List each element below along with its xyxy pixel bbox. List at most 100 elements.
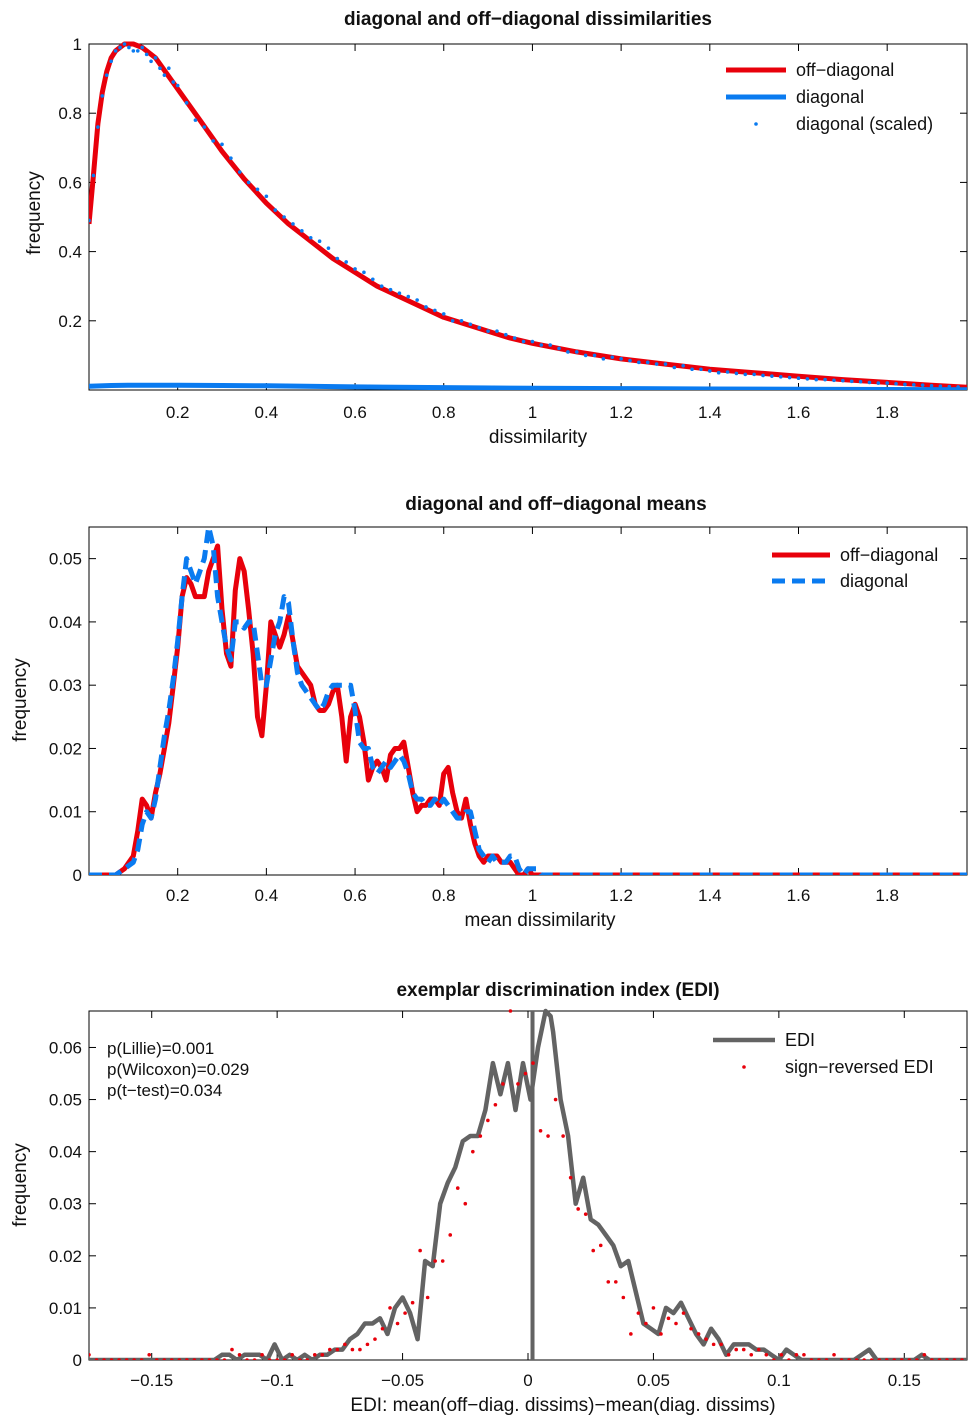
data-point (832, 378, 836, 383)
x-tick-label: −0.15 (130, 1371, 173, 1390)
data-point (343, 1342, 347, 1347)
data-point (305, 1358, 310, 1360)
data-point (504, 332, 508, 337)
data-point (117, 1358, 121, 1360)
data-point (177, 1358, 182, 1360)
data-point (704, 1337, 708, 1341)
data-point (365, 1342, 370, 1347)
series-1-line (89, 524, 967, 875)
data-point (690, 367, 694, 372)
data-point (267, 1358, 272, 1360)
data-point (326, 246, 331, 250)
x-tick-label: 0.8 (432, 403, 456, 422)
data-point (171, 80, 176, 84)
data-point (140, 45, 145, 50)
y-axis-label: frequency (10, 658, 31, 742)
data-point (222, 1358, 227, 1360)
data-point (539, 343, 544, 347)
data-point (282, 1358, 287, 1360)
y-tick-label: 0 (73, 866, 82, 885)
data-point (124, 1358, 129, 1360)
y-tick-label: 0.05 (49, 550, 82, 569)
x-tick-label: 0.05 (637, 1371, 670, 1390)
data-point (113, 49, 118, 53)
data-point (153, 56, 158, 60)
x-tick-label: 1.4 (698, 403, 722, 422)
data-point (380, 1326, 385, 1331)
data-point (574, 350, 579, 354)
data-point (802, 1352, 806, 1357)
legend-label: off−diagonal (840, 545, 938, 565)
data-point (260, 1352, 264, 1357)
data-point (937, 1358, 942, 1360)
data-point (699, 367, 703, 372)
data-point (523, 1071, 528, 1076)
x-tick-label: 0.6 (343, 403, 367, 422)
data-point (915, 1358, 919, 1360)
chart-title: diagonal and off−diagonal means (405, 494, 706, 515)
data-point (300, 229, 304, 233)
data-point (876, 381, 881, 385)
data-point (353, 267, 357, 271)
data-point (169, 1358, 174, 1360)
x-tick-label: 1 (528, 886, 537, 905)
data-point (885, 381, 889, 385)
data-point (689, 1326, 693, 1331)
y-tick-label: 0.01 (49, 803, 82, 822)
legend-label: diagonal (scaled) (796, 114, 933, 134)
series-1-line (89, 382, 967, 390)
data-point (459, 319, 464, 323)
y-tick-label: 0.03 (49, 676, 82, 695)
data-point (841, 378, 845, 383)
data-point (644, 1321, 648, 1326)
data-point (328, 1347, 332, 1352)
data-point (530, 339, 535, 344)
data-point (501, 1082, 505, 1086)
data-point (614, 1280, 618, 1284)
y-tick-label: 0 (73, 1351, 82, 1370)
x-tick-label: 0.2 (166, 886, 190, 905)
data-point (561, 1134, 565, 1138)
data-point (158, 66, 162, 71)
data-point (576, 1207, 580, 1211)
data-point (350, 1347, 355, 1352)
data-point (796, 376, 801, 381)
data-point (956, 385, 960, 389)
chart-title: exemplar discrimination index (EDI) (396, 980, 719, 1001)
data-point (397, 291, 402, 295)
data-point (708, 369, 712, 373)
chart-title: diagonal and off−diagonal dissimilaritie… (344, 9, 712, 30)
data-point (960, 1358, 964, 1360)
data-point (764, 1352, 769, 1357)
data-point (849, 379, 854, 384)
data-point (761, 373, 765, 378)
data-point (794, 1352, 799, 1357)
data-point (486, 1118, 490, 1123)
data-point (787, 1358, 791, 1360)
data-point (335, 256, 340, 261)
annotation-lillie: p(Lillie)=0.001 (107, 1039, 214, 1058)
legend-swatch (754, 122, 758, 126)
data-point (162, 1358, 167, 1360)
data-point (486, 329, 490, 333)
data-point (109, 59, 113, 64)
data-point (858, 379, 863, 384)
data-point (557, 346, 561, 351)
data-point (930, 1358, 934, 1360)
x-tick-label: 0.4 (255, 886, 279, 905)
data-point (215, 1358, 219, 1360)
data-point (211, 139, 215, 143)
data-point (230, 1347, 234, 1352)
data-point (619, 357, 623, 361)
data-point (553, 1097, 558, 1102)
data-point (787, 375, 792, 380)
data-point (370, 277, 375, 282)
data-point (139, 1358, 144, 1360)
data-point (317, 239, 322, 244)
data-point (441, 312, 446, 316)
data-point (207, 1358, 212, 1360)
x-tick-label: 1.6 (787, 403, 811, 422)
data-point (237, 170, 242, 174)
x-tick-label: 0.15 (888, 1371, 921, 1390)
legend-swatch (742, 1065, 746, 1069)
